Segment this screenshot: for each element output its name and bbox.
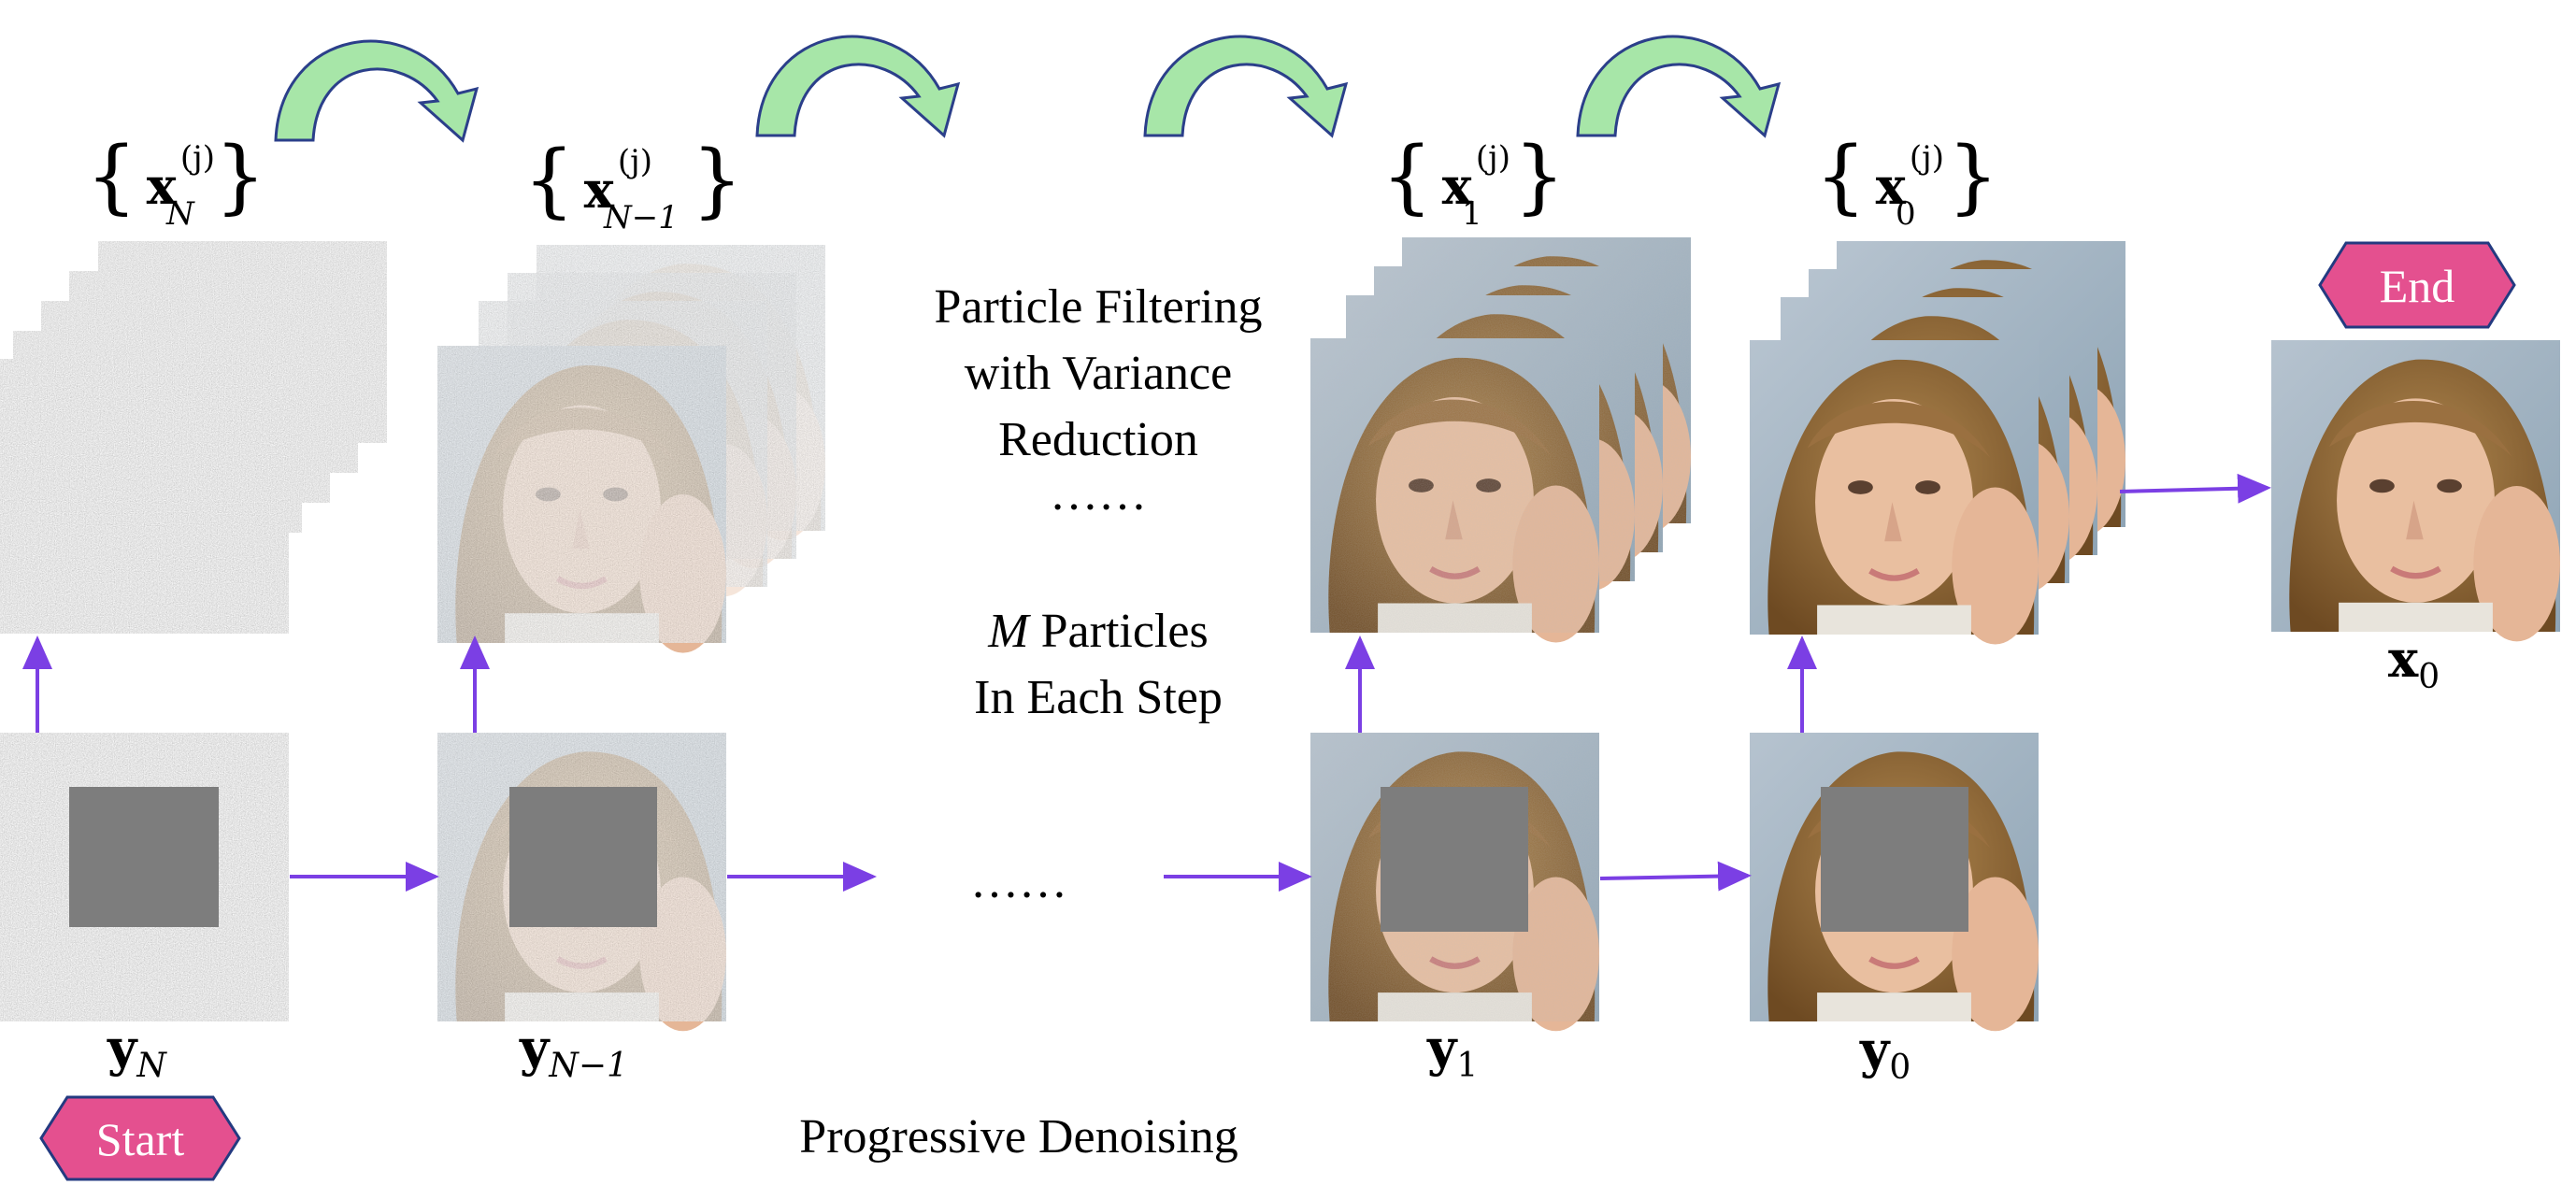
particle-stack-xN1: [437, 245, 825, 653]
particle-stack-x0: [1750, 241, 2125, 645]
set-labels: {x (j) N} {x (j) N−1} {x (j) 1} {x (j) 0}: [86, 130, 1998, 236]
arrow-y1-to-y0: [1599, 861, 1752, 892]
observation-yN: [0, 733, 289, 1021]
curved-arrow-2: [755, 35, 961, 138]
caption-line-3: Reduction: [998, 413, 1198, 466]
arrow-x0-to-output: [2119, 473, 2271, 504]
end-label: End: [2380, 260, 2455, 312]
start-label: Start: [96, 1113, 185, 1165]
curved-arrow-1: [274, 39, 479, 143]
curved-arrow-4: [1576, 35, 1782, 138]
output-image-x0: [2271, 340, 2560, 641]
start-badge: Start: [39, 1095, 241, 1181]
observation-y0: [1750, 733, 2039, 1031]
label-xN: {x (j) N}: [86, 130, 265, 233]
label-y1: y1: [1426, 1018, 1478, 1085]
end-badge: End: [2318, 241, 2516, 329]
observation-y1: [1310, 733, 1599, 1031]
caption-ellipsis: ……: [1050, 467, 1147, 521]
curved-arrows: [274, 35, 1782, 143]
observation-labels: yN yN−1 y1 y0 x0: [107, 629, 2440, 1087]
label-x0: x0: [2388, 629, 2440, 696]
label-xN1: {x (j) N−1}: [523, 134, 743, 236]
label-x0-set: {x (j) 0}: [1815, 130, 1998, 233]
label-yN1: yN−1: [519, 1018, 628, 1085]
caption-line-2: with Variance: [965, 347, 1232, 400]
purple-arrows: [21, 473, 2271, 892]
center-captions: Particle Filtering with Variance Reducti…: [799, 280, 1262, 1164]
label-y0: y0: [1859, 1020, 1911, 1087]
row-ellipsis: ……: [970, 855, 1067, 908]
label-yN: yN: [107, 1018, 167, 1085]
particle-stack-x1: [1310, 237, 1691, 643]
progressive-denoising-label: Progressive Denoising: [799, 1110, 1238, 1164]
curved-arrow-3: [1143, 35, 1349, 138]
label-x1: {x (j) 1}: [1381, 130, 1565, 233]
particle-stack-xN: [0, 241, 387, 634]
particles-note-line-2: In Each Step: [974, 671, 1223, 724]
caption-line-1: Particle Filtering: [935, 280, 1263, 334]
observation-yN1: [437, 733, 726, 1031]
particles-note-line-1: M Particles: [987, 605, 1208, 658]
